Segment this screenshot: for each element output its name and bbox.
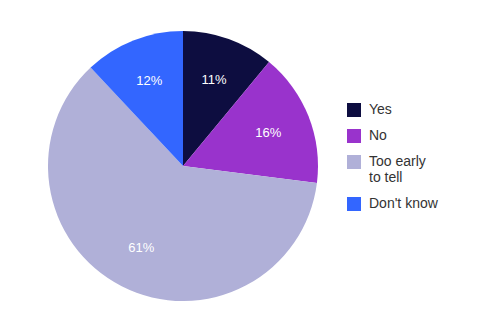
html-text:No: No — [369, 127, 387, 143]
svg-text:61%: 61% — [128, 240, 154, 255]
html-text:Don't know: Don't know — [369, 195, 438, 211]
svg-text:12%: 12% — [136, 73, 162, 88]
svg-text:11%: 11% — [202, 72, 227, 87]
svg-text:16%: 16% — [255, 125, 281, 140]
html-text:Yes: Yes — [369, 101, 392, 117]
html-text:Too early to tell: Too early to tell — [369, 153, 426, 185]
